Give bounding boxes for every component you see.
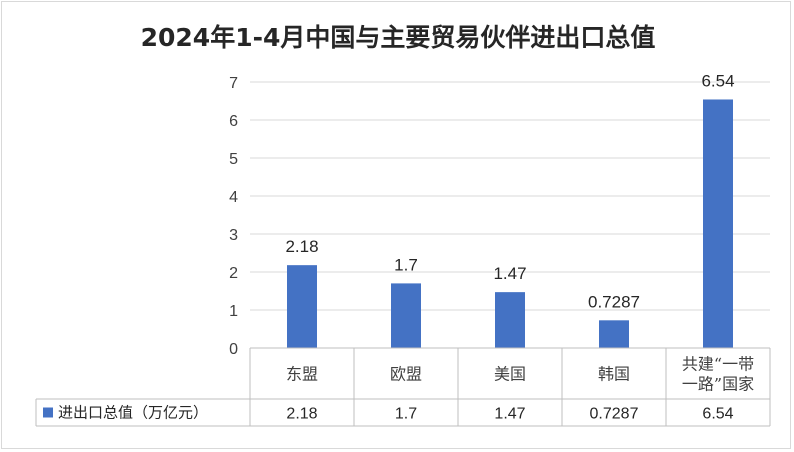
bars bbox=[287, 99, 733, 348]
y-tick-label-1: 1 bbox=[229, 303, 238, 320]
bar-0 bbox=[287, 265, 317, 348]
table-value-0: 2.18 bbox=[286, 406, 317, 423]
data-label-2: 1.47 bbox=[493, 264, 526, 283]
table-value-3: 0.7287 bbox=[590, 406, 639, 423]
table-value-1: 1.7 bbox=[395, 406, 417, 423]
y-axis-ticks: 0 1 2 3 4 5 6 7 bbox=[229, 75, 238, 358]
data-label-3: 0.7287 bbox=[588, 292, 640, 311]
category-label-4-line-1: 一路”国家 bbox=[682, 375, 754, 394]
y-tick-label-4: 4 bbox=[229, 189, 238, 206]
table-value-4: 6.54 bbox=[702, 406, 733, 423]
bar-4 bbox=[703, 99, 733, 348]
data-label-1: 1.7 bbox=[394, 255, 418, 274]
y-tick-label-6: 6 bbox=[229, 113, 238, 130]
legend-swatch bbox=[43, 407, 53, 418]
category-label-1: 欧盟 bbox=[390, 365, 422, 384]
data-label-0: 2.18 bbox=[285, 237, 318, 256]
bar-2 bbox=[495, 292, 525, 348]
data-label-4: 6.54 bbox=[701, 71, 734, 90]
bar-3 bbox=[599, 320, 629, 348]
y-tick-label-2: 2 bbox=[229, 265, 238, 282]
category-label-2: 美国 bbox=[494, 365, 526, 384]
legend-label: 进出口总值（万亿元） bbox=[58, 404, 208, 422]
y-tick-label-0: 0 bbox=[229, 341, 238, 358]
y-tick-label-7: 7 bbox=[229, 75, 238, 92]
table-value-2: 1.47 bbox=[494, 406, 525, 423]
category-label-4-line-0: 共建“一带 bbox=[682, 355, 754, 374]
grid-lines bbox=[250, 81, 770, 311]
chart-title: 2024年1-4月中国与主要贸易伙伴进出口总值 bbox=[141, 23, 656, 52]
category-label-3: 韩国 bbox=[598, 365, 630, 384]
y-tick-label-3: 3 bbox=[229, 227, 238, 244]
category-label-0: 东盟 bbox=[286, 365, 318, 384]
y-tick-label-5: 5 bbox=[229, 151, 238, 168]
data-labels: 2.18 1.7 1.47 0.7287 6.54 bbox=[285, 71, 734, 311]
bar-1 bbox=[391, 283, 421, 348]
